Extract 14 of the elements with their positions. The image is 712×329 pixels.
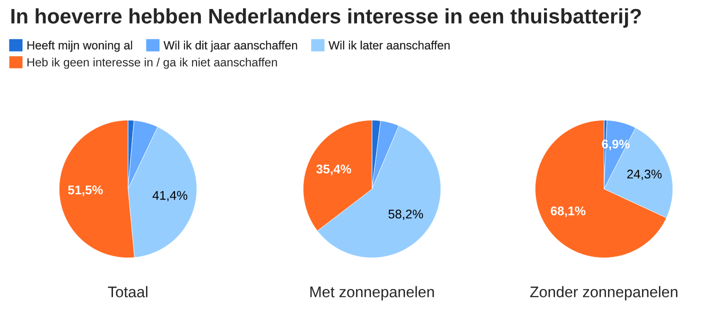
text: Totaal bbox=[108, 286, 148, 298]
data-label: 51,5% bbox=[68, 186, 103, 196]
legend-label: Heeft mijn woning al bbox=[27, 40, 132, 52]
legend-label: Wil ik dit jaar aanschaffen bbox=[164, 40, 298, 52]
legend-label: Heb ik geen interesse in / ga ik niet aanschaffen bbox=[27, 58, 277, 69]
data-label: 68,1% bbox=[550, 206, 586, 218]
data-label: 58,2% bbox=[388, 210, 423, 220]
data-label: 24,3% bbox=[627, 170, 662, 180]
data-label: 41,4% bbox=[152, 191, 188, 202]
data-label: 35,4% bbox=[316, 164, 352, 176]
text: Met zonnepanelen bbox=[310, 286, 434, 300]
chart-title: In hoeverre hebben Nederlanders interesse in een thuisbatterij? bbox=[11, 8, 641, 28]
legend-label: Wil ik later aanschaffen bbox=[328, 40, 450, 50]
text: Zonder zonnepanelen bbox=[530, 286, 678, 300]
